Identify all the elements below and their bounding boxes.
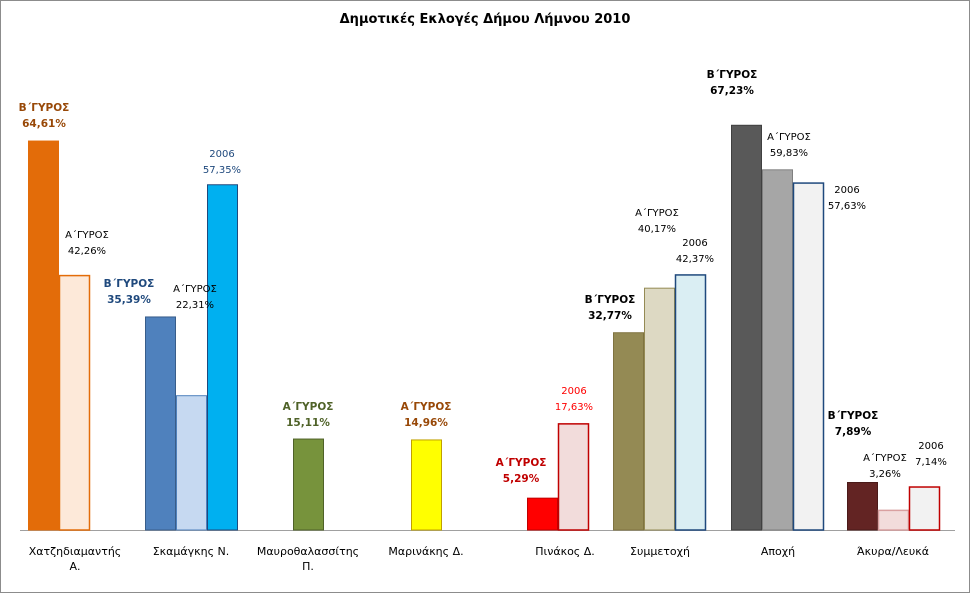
bar — [527, 497, 558, 531]
bar-series-label: 2006 — [561, 386, 586, 397]
category-group — [411, 439, 442, 531]
bar — [877, 509, 910, 531]
bar — [613, 332, 644, 531]
bar — [762, 169, 793, 531]
category-label: Μαυροθαλασσίτης Π. — [257, 545, 359, 573]
bar-series-label: Α΄ΓΥΡΟΣ — [635, 207, 679, 219]
bar — [557, 423, 590, 531]
bar — [28, 140, 59, 531]
bar — [293, 438, 324, 531]
bar-value-label: 22,31% — [176, 300, 214, 311]
bar-series-label: Β΄ΓΥΡΟΣ — [104, 278, 155, 290]
bar-value-label: 35,39% — [107, 294, 151, 306]
bar-value-label: 7,89% — [835, 426, 872, 438]
category-group — [847, 482, 941, 531]
bar-series-label: 2006 — [209, 149, 234, 160]
category-group — [527, 423, 590, 531]
bar-series-label: Α΄ΓΥΡΟΣ — [283, 401, 334, 413]
bar-series-label: 2006 — [918, 441, 943, 452]
category-label: Σκαμάγκης Ν. — [153, 545, 230, 558]
bar-series-label: Β΄ΓΥΡΟΣ — [585, 294, 636, 306]
bar-series-label: Α΄ΓΥΡΟΣ — [863, 452, 907, 464]
bar-series-label: Β΄ΓΥΡΟΣ — [828, 410, 879, 422]
bar — [908, 486, 941, 531]
category-group — [28, 140, 91, 531]
bar-value-label: 59,83% — [770, 148, 808, 159]
bar — [731, 124, 762, 531]
bar-value-label: 64,61% — [22, 118, 66, 130]
bar-series-label: Β΄ΓΥΡΟΣ — [707, 69, 758, 81]
bar-series-label: Α΄ΓΥΡΟΣ — [173, 283, 217, 295]
bar — [792, 182, 825, 531]
bar — [58, 274, 91, 531]
category-label: Πινάκος Δ. — [535, 545, 595, 558]
bar-series-label: Α΄ΓΥΡΟΣ — [767, 131, 811, 143]
bar — [207, 184, 238, 531]
category-label: Άκυρα/Λευκά — [857, 545, 929, 558]
bar-series-label: Α΄ΓΥΡΟΣ — [496, 457, 547, 469]
bar-value-label: 57,63% — [828, 201, 866, 212]
category-label: Χατζηδιαμαντής Α. — [29, 545, 122, 573]
bar-value-label: 57,35% — [203, 165, 241, 176]
bar-series-label: Α΄ΓΥΡΟΣ — [401, 401, 452, 413]
bar-series-label: 2006 — [834, 185, 859, 196]
bar-series-label: Α΄ΓΥΡΟΣ — [65, 229, 109, 241]
category-group — [145, 184, 238, 531]
bar-value-label: 3,26% — [869, 469, 901, 480]
bar-value-label: 40,17% — [638, 224, 676, 235]
bar-series-label: Β΄ΓΥΡΟΣ — [19, 102, 70, 114]
category-group — [293, 438, 324, 531]
bar-value-label: 14,96% — [404, 417, 448, 429]
category-group — [613, 274, 707, 531]
bar-value-label: 67,23% — [710, 85, 754, 97]
category-label: Μαρινάκης Δ. — [388, 545, 463, 558]
category-label: Αποχή — [761, 545, 795, 558]
bar-value-label: 15,11% — [286, 417, 330, 429]
bar — [644, 287, 675, 531]
bar-value-label: 42,26% — [68, 246, 106, 257]
bar — [176, 395, 207, 531]
bar — [145, 316, 176, 531]
bar — [674, 274, 707, 531]
bar-value-label: 32,77% — [588, 310, 632, 322]
bar-value-label: 42,37% — [676, 254, 714, 265]
chart-title: Δημοτικές Εκλογές Δήμου Λήμνου 2010 — [339, 12, 631, 27]
bar-value-label: 7,14% — [915, 457, 947, 468]
category-group — [731, 124, 825, 531]
bar-value-label: 5,29% — [503, 473, 540, 485]
category-label: Συμμετοχή — [630, 545, 690, 558]
bar-value-label: 17,63% — [555, 402, 593, 413]
bar — [847, 482, 878, 531]
bar-series-label: 2006 — [682, 238, 707, 249]
bar — [411, 439, 442, 531]
